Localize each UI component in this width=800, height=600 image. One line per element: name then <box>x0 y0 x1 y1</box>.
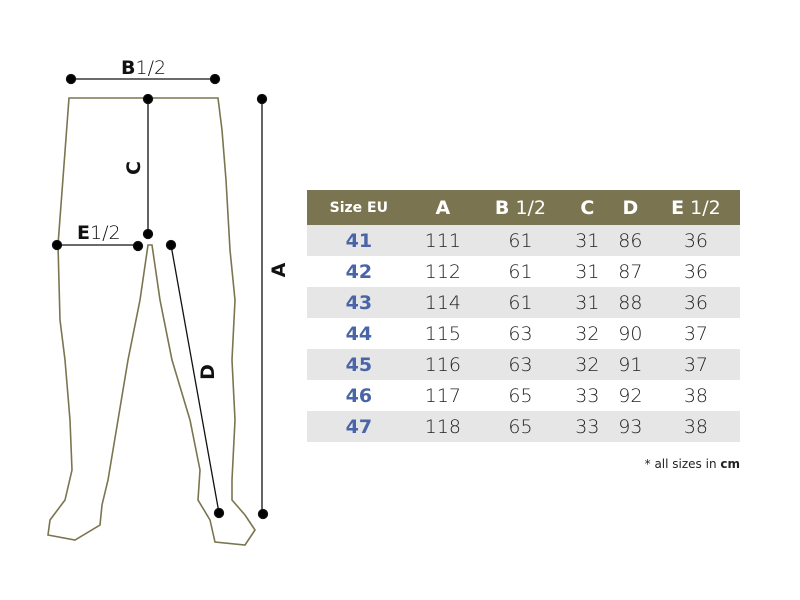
dot <box>132 240 144 252</box>
measure-cell: 33 <box>565 411 609 442</box>
dot <box>142 228 154 240</box>
measure-cell: 37 <box>683 322 708 345</box>
size-cell: 45 <box>307 349 411 380</box>
measure-cell: 111 <box>410 225 476 256</box>
size-cell: 43 <box>307 287 411 318</box>
measure-cell: 65 <box>475 411 566 442</box>
measure-cell: 88 <box>608 287 652 318</box>
header-fraction: 1/2 <box>684 196 721 219</box>
measure-cell: 31 <box>575 260 600 283</box>
size-cell: 42 <box>345 260 373 283</box>
dot <box>213 507 225 519</box>
measure-cell: 86 <box>608 225 652 256</box>
measure-cell: 31 <box>565 225 609 256</box>
measure-cell: 112 <box>424 260 461 283</box>
measure-cell: 38 <box>683 384 708 407</box>
header-letter: B <box>494 196 510 219</box>
table-row: 45 116 63 32 91 37 <box>307 349 740 380</box>
measure-cell: 115 <box>424 322 461 345</box>
size-table: Size EU A B 1/2 C D E 1/2 41 111 61 31 86 36 42 112 6… <box>307 190 740 442</box>
column-header: A <box>410 190 476 225</box>
measure-cell: 65 <box>508 384 533 407</box>
measure-cell: 38 <box>651 411 740 442</box>
measure-cell: 116 <box>410 349 476 380</box>
header-letter: C <box>580 196 595 219</box>
measure-cell: 63 <box>475 349 566 380</box>
size-cell: 47 <box>307 411 411 442</box>
measure-cell: 36 <box>651 287 740 318</box>
dot <box>165 239 177 251</box>
dot <box>257 508 269 520</box>
measure-cell: 61 <box>475 287 566 318</box>
waders-outline <box>47 97 256 546</box>
size-cell: 46 <box>345 384 373 407</box>
measure-cell: 31 <box>565 287 609 318</box>
table-row: 43 114 61 31 88 36 <box>307 287 740 318</box>
column-header: D <box>608 190 652 225</box>
measure-cell: 36 <box>651 225 740 256</box>
measure-cell: 36 <box>683 260 708 283</box>
column-header: E 1/2 <box>651 190 740 225</box>
measure-cell: 32 <box>565 349 609 380</box>
header-letter: E <box>671 196 685 219</box>
waders-diagram: B1/2 E1/2 C D A <box>47 57 290 546</box>
table-row: 47 118 65 33 93 38 <box>307 411 740 442</box>
measure-cell: 33 <box>575 384 600 407</box>
header-letter: A <box>435 196 451 219</box>
measure-line-d <box>170 244 220 514</box>
label-d: D <box>197 364 219 380</box>
measure-cell: 32 <box>575 322 600 345</box>
measure-cell: 87 <box>618 260 643 283</box>
table-row: 46 117 65 33 92 38 <box>307 380 740 411</box>
label-c: C <box>123 161 145 175</box>
dot <box>256 93 268 105</box>
dot <box>142 93 154 105</box>
label-e: E1/2 <box>77 222 121 244</box>
table-row: 44 115 63 32 90 37 <box>307 318 740 349</box>
table-row: 41 111 61 31 86 36 <box>307 225 740 256</box>
size-cell: 41 <box>307 225 411 256</box>
dot <box>209 73 221 85</box>
table-row: 42 112 61 31 87 36 <box>307 256 740 287</box>
header-fraction: 1/2 <box>509 196 547 219</box>
column-header: B 1/2 <box>475 190 566 225</box>
measure-cell: 117 <box>424 384 461 407</box>
size-cell: 44 <box>345 322 373 345</box>
table-header-row: Size EU A B 1/2 C D E 1/2 <box>307 190 740 225</box>
measure-cell: 93 <box>608 411 652 442</box>
dot <box>65 73 77 85</box>
header-letter: Size EU <box>329 199 388 216</box>
header-letter: D <box>622 196 639 219</box>
measure-cell: 118 <box>410 411 476 442</box>
measure-cell: 61 <box>508 260 533 283</box>
measure-cell: 37 <box>651 349 740 380</box>
label-a: A <box>268 262 290 277</box>
units-note: * all sizes in cm <box>644 457 740 471</box>
measure-cell: 63 <box>508 322 533 345</box>
measure-cell: 61 <box>475 225 566 256</box>
dot <box>51 239 63 251</box>
label-b: B1/2 <box>121 57 166 79</box>
measure-cell: 114 <box>410 287 476 318</box>
column-header: C <box>565 190 609 225</box>
measure-cell: 92 <box>618 384 643 407</box>
measure-cell: 91 <box>608 349 652 380</box>
measure-cell: 90 <box>618 322 643 345</box>
column-header: Size EU <box>307 190 411 225</box>
